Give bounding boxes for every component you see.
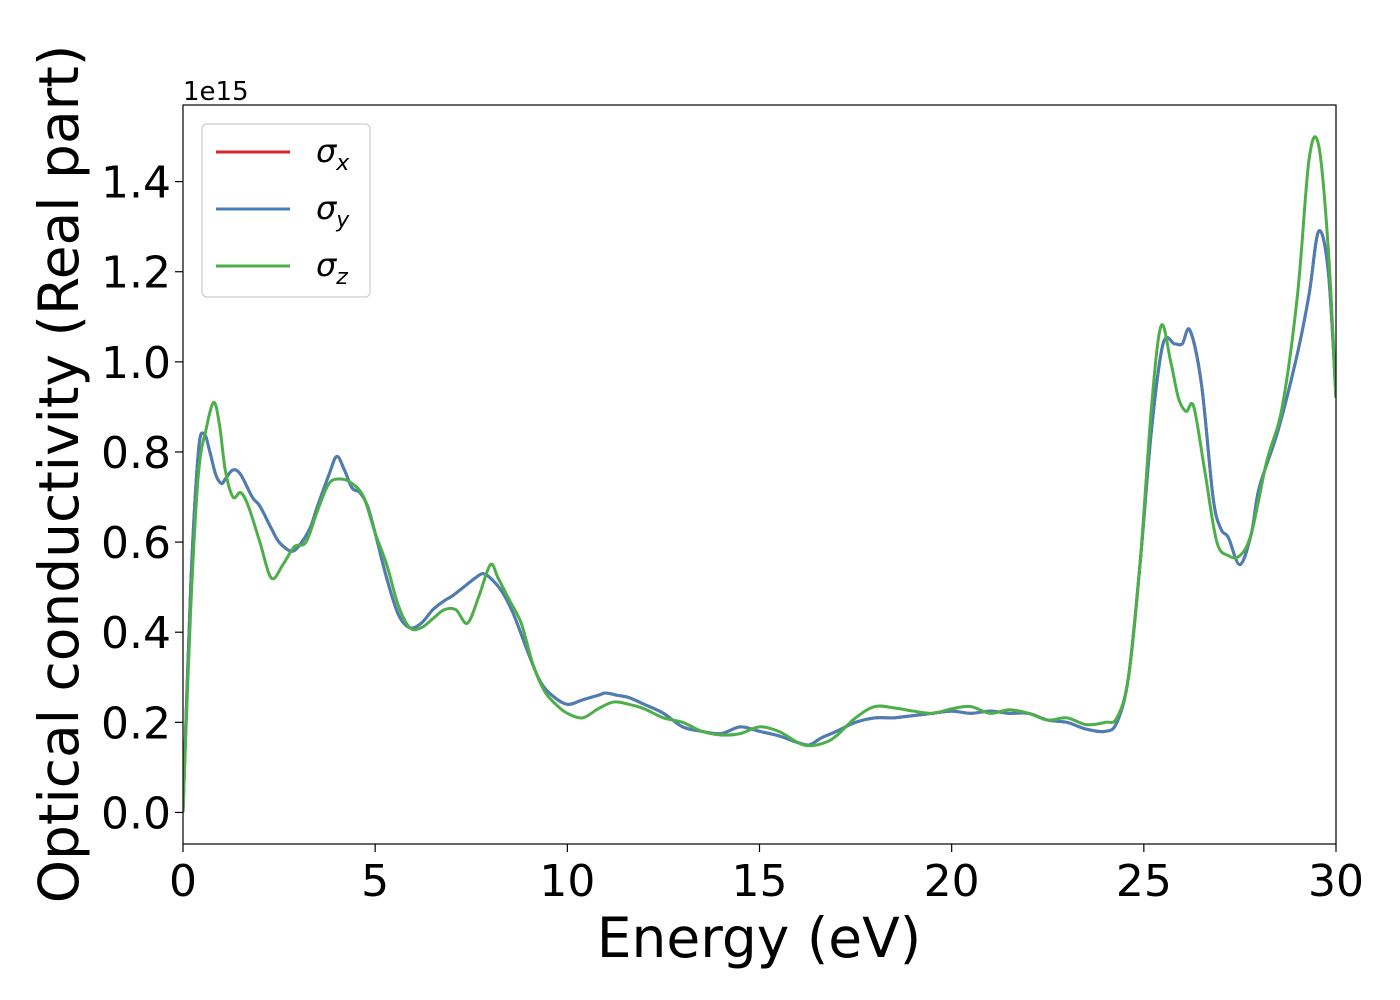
series-line-z	[183, 135, 1336, 813]
x-tick-label: 0	[169, 856, 197, 907]
y-tick-label: 1.0	[101, 338, 171, 389]
y-tick-label: 0.8	[101, 428, 171, 479]
legend-label-z: σz	[316, 246, 348, 290]
y-offset-label: 1e15	[183, 77, 249, 107]
y-tick-label: 1.2	[101, 248, 171, 299]
legend-label-x: σx	[316, 132, 350, 176]
y-tick-label: 0.6	[101, 518, 171, 569]
y-axis-label: Optical conductivity (Real part)	[27, 45, 91, 904]
x-axis: 0 5 10 15 20 25 30	[169, 844, 1364, 907]
x-tick-label: 30	[1308, 856, 1364, 907]
y-tick-label: 0.4	[101, 608, 171, 659]
legend-label-y: σy	[316, 189, 350, 233]
series-line-y	[183, 229, 1336, 813]
series-layer	[183, 135, 1336, 813]
series-line-x	[183, 229, 1336, 813]
y-axis: 0.0 0.2 0.4 0.6 0.8 1.0 1.2 1.4	[101, 158, 183, 839]
y-tick-label: 1.4	[101, 158, 171, 209]
x-tick-label: 5	[361, 856, 389, 907]
y-tick-label: 0.0	[101, 788, 171, 839]
x-tick-label: 20	[924, 856, 980, 907]
x-axis-label: Energy (eV)	[597, 906, 921, 970]
x-tick-label: 25	[1116, 856, 1172, 907]
y-tick-label: 0.2	[101, 698, 171, 749]
legend: σx σy σz	[201, 123, 371, 298]
x-tick-label: 10	[539, 856, 595, 907]
x-tick-label: 15	[732, 856, 788, 907]
